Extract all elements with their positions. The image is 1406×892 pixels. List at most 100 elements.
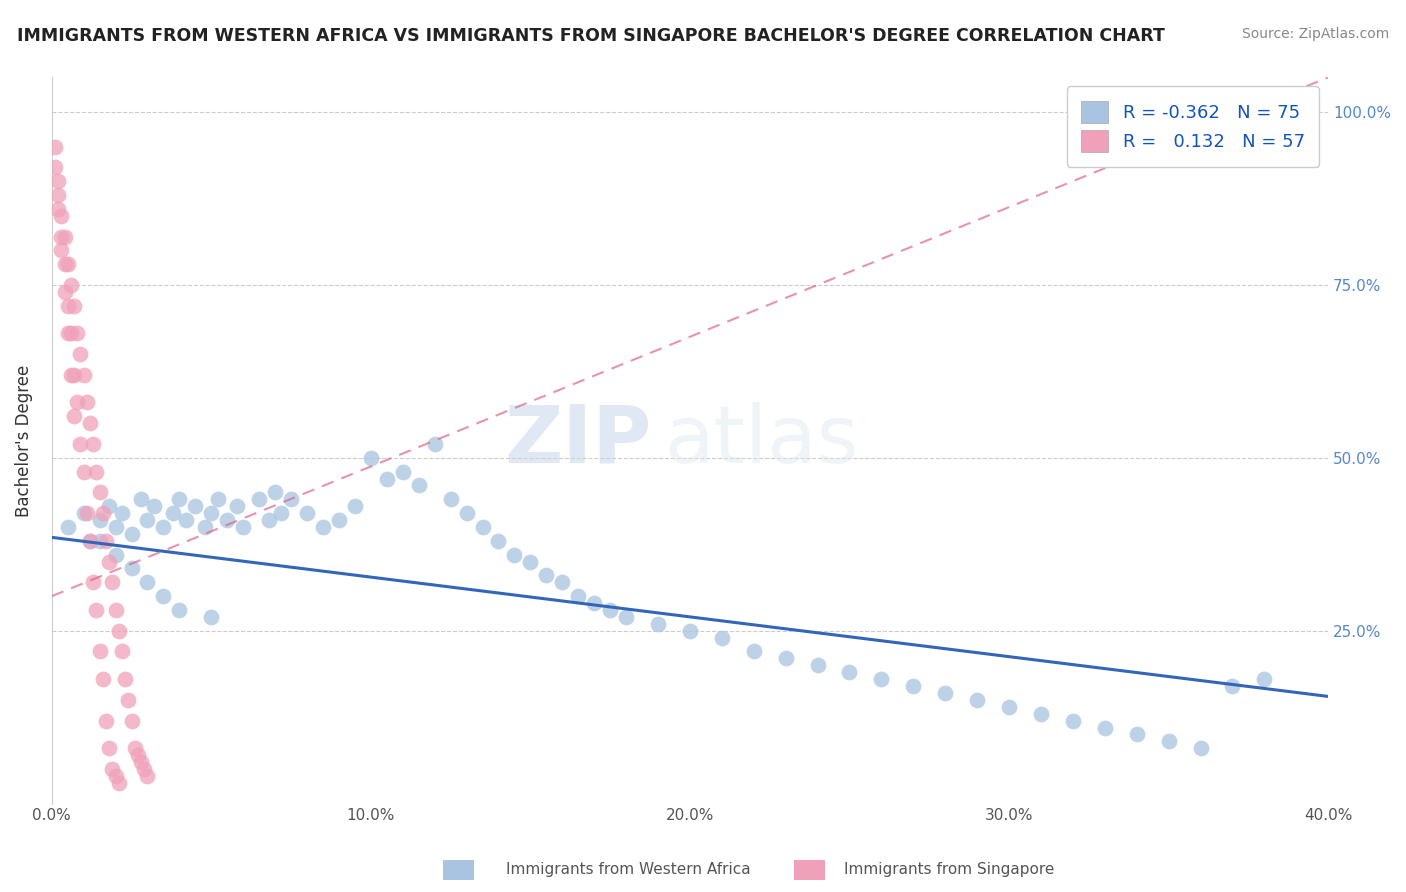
Point	[69, 437, 91, 451]
Point	[98, 500, 121, 514]
Point	[73, 368, 96, 382]
Point	[614, 610, 637, 624]
Point	[46, 202, 69, 216]
Point	[129, 492, 152, 507]
Point	[136, 513, 159, 527]
Point	[1189, 741, 1212, 756]
Point	[488, 533, 510, 548]
Y-axis label: Bachelor's Degree: Bachelor's Degree	[15, 365, 32, 516]
Point	[742, 644, 765, 658]
Point	[94, 714, 117, 728]
Text: ZIP: ZIP	[505, 401, 651, 480]
Point	[551, 575, 574, 590]
Text: Immigrants from Singapore: Immigrants from Singapore	[844, 863, 1054, 877]
Point	[217, 513, 239, 527]
Text: Source: ZipAtlas.com: Source: ZipAtlas.com	[1241, 27, 1389, 41]
Point	[121, 561, 143, 575]
Point	[53, 285, 76, 299]
Point	[312, 520, 335, 534]
Point	[101, 762, 124, 776]
Point	[69, 347, 91, 361]
Point	[391, 465, 413, 479]
Point	[73, 506, 96, 520]
Point	[104, 769, 127, 783]
Point	[136, 575, 159, 590]
Point	[169, 492, 191, 507]
Point	[59, 277, 82, 292]
Point	[152, 520, 174, 534]
Point	[89, 513, 111, 527]
Point	[456, 506, 478, 520]
Point	[44, 139, 66, 153]
Point	[679, 624, 702, 638]
Point	[114, 672, 136, 686]
Point	[264, 485, 287, 500]
Point	[257, 513, 280, 527]
Point	[127, 748, 149, 763]
Point	[1029, 706, 1052, 721]
Point	[98, 555, 121, 569]
Point	[471, 520, 494, 534]
Point	[111, 644, 134, 658]
Point	[79, 416, 101, 430]
Point	[86, 603, 108, 617]
Point	[152, 589, 174, 603]
Point	[46, 188, 69, 202]
Point	[53, 229, 76, 244]
Point	[44, 161, 66, 175]
Point	[56, 299, 79, 313]
Point	[73, 465, 96, 479]
Point	[270, 506, 292, 520]
Point	[79, 533, 101, 548]
Point	[647, 616, 669, 631]
Point	[59, 326, 82, 341]
Point	[63, 409, 86, 424]
Point	[104, 603, 127, 617]
Point	[280, 492, 302, 507]
Point	[82, 437, 104, 451]
Point	[51, 229, 73, 244]
Point	[536, 568, 558, 582]
Point	[111, 506, 134, 520]
Point	[134, 762, 156, 776]
Point	[184, 500, 207, 514]
Point	[1125, 727, 1147, 741]
Point	[903, 679, 925, 693]
Point	[439, 492, 461, 507]
Point	[66, 326, 89, 341]
Point	[59, 368, 82, 382]
Point	[1222, 679, 1244, 693]
Legend: R = -0.362   N = 75, R =   0.132   N = 57: R = -0.362 N = 75, R = 0.132 N = 57	[1067, 87, 1319, 167]
Point	[194, 520, 217, 534]
Point	[63, 368, 86, 382]
Point	[870, 672, 893, 686]
Point	[142, 500, 165, 514]
Point	[51, 244, 73, 258]
Point	[91, 506, 114, 520]
Point	[129, 755, 152, 769]
Point	[408, 478, 430, 492]
Point	[423, 437, 446, 451]
Point	[89, 485, 111, 500]
Point	[966, 693, 988, 707]
Point	[94, 533, 117, 548]
Text: Immigrants from Western Africa: Immigrants from Western Africa	[506, 863, 751, 877]
Point	[121, 714, 143, 728]
Point	[375, 472, 398, 486]
Point	[56, 520, 79, 534]
Point	[1062, 714, 1084, 728]
Point	[934, 686, 956, 700]
Point	[998, 699, 1021, 714]
Text: IMMIGRANTS FROM WESTERN AFRICA VS IMMIGRANTS FROM SINGAPORE BACHELOR'S DEGREE CO: IMMIGRANTS FROM WESTERN AFRICA VS IMMIGR…	[17, 27, 1164, 45]
Point	[1253, 672, 1275, 686]
Point	[1094, 721, 1116, 735]
Point	[104, 520, 127, 534]
Point	[207, 492, 229, 507]
Point	[162, 506, 184, 520]
Point	[136, 769, 159, 783]
Point	[328, 513, 350, 527]
Point	[107, 776, 129, 790]
Point	[66, 395, 89, 409]
Point	[79, 533, 101, 548]
Point	[225, 500, 247, 514]
